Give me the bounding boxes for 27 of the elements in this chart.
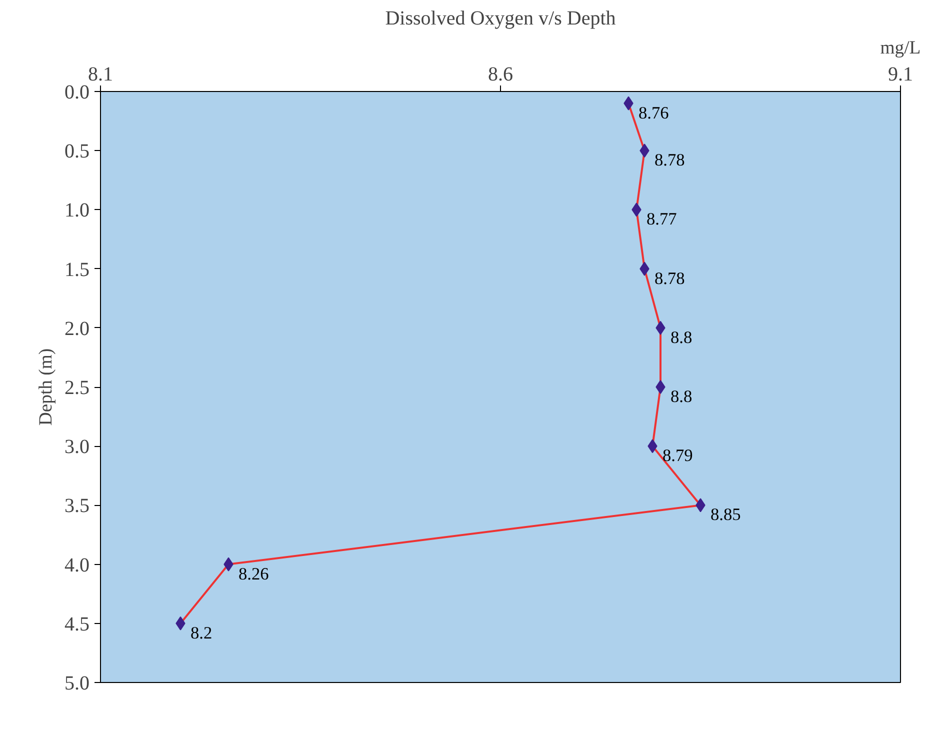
y-tick-label: 4.5	[64, 613, 90, 636]
data-label: 8.8	[670, 387, 692, 406]
data-label: 8.85	[710, 505, 741, 524]
y-tick-label: 0.5	[64, 140, 90, 163]
data-label: 8.76	[638, 103, 670, 122]
data-label: 8.78	[654, 268, 685, 288]
data-label: 8.78	[654, 150, 685, 170]
y-tick-label: 3.0	[64, 436, 90, 458]
y-tick-label: 0.0	[64, 82, 90, 104]
x-tick-label: 9.1	[888, 64, 913, 86]
data-label: 8.79	[662, 446, 693, 466]
data-label: 8.77	[646, 210, 678, 229]
data-label: 8.2	[190, 623, 212, 642]
y-tick-label: 3.5	[64, 495, 90, 518]
x-axis-title: mg/L	[880, 38, 921, 58]
x-tick-label: 8.1	[88, 64, 113, 86]
y-tick-label: 2.5	[64, 377, 90, 399]
y-tick-label: 4.0	[64, 554, 90, 576]
y-tick-label: 2.0	[64, 318, 90, 340]
y-tick-label: 1.0	[64, 200, 90, 222]
data-label: 8.8	[670, 328, 692, 347]
x-tick-label: 8.6	[488, 64, 513, 86]
y-axis-title: Depth (m)	[36, 348, 56, 426]
y-tick-label: 5.0	[64, 672, 90, 694]
y-tick-label: 1.5	[64, 258, 90, 281]
data-label: 8.26	[238, 564, 270, 584]
chart-title: Dissolved Oxygen v/s Depth	[385, 8, 616, 30]
